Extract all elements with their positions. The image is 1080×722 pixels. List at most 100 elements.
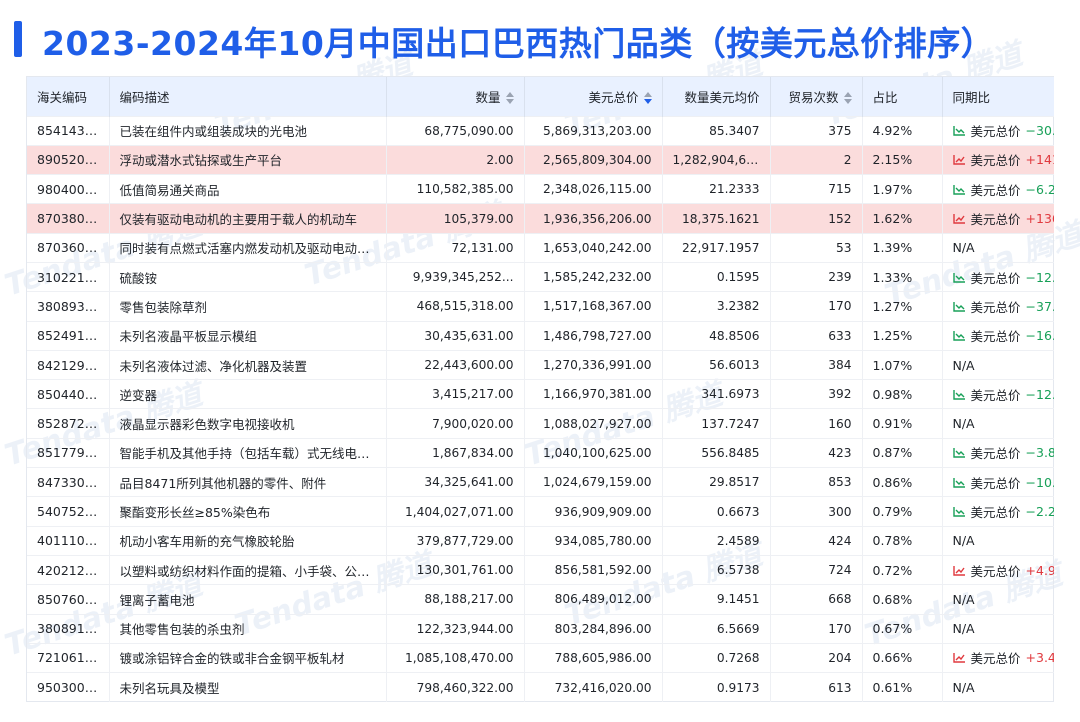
cell-avg-price: 2.4589 (662, 525, 771, 556)
cell-code: 85177930 (27, 437, 110, 468)
cell-yoy: N/A (942, 349, 1054, 380)
yoy-indicator: 美元总价−3.83% (952, 443, 1054, 462)
cell-qty: 110,582,385.00 (386, 174, 525, 204)
yoy-indicator: 美元总价−37.84% (952, 297, 1054, 316)
cell-desc: 已装在组件内或组装成块的光电池 (109, 115, 387, 146)
cell-share: 0.87% (862, 437, 943, 468)
cell-trades: 613 (770, 672, 863, 702)
cell-code: 31022100 (27, 261, 110, 292)
yoy-na: N/A (952, 533, 975, 549)
trend-up-chart-icon (952, 154, 966, 166)
sort-desc-icon[interactable] (643, 92, 652, 105)
cell-yoy: N/A (942, 408, 1054, 439)
table-row[interactable]: 85414300 已装在组件内或组装成块的光电池 68,775,090.00 5,86… (27, 115, 1054, 146)
cell-avg-price: 137.7247 (662, 408, 771, 439)
table-row[interactable]: 38089311 零售包装除草剂 468,515,318.00 1,517,168,3… (27, 291, 1054, 322)
table-row[interactable]: 31022100 硫酸铵 9,939,345,252... 1,585,242,232… (27, 261, 1054, 292)
table-row[interactable]: 84212990 未列名液体过滤、净化机器及装置 22,443,600.00 1,27… (27, 349, 1054, 380)
cell-usd-total: 732,416,020.00 (524, 672, 663, 702)
cell-qty: 798,460,322.00 (386, 672, 525, 702)
table-row[interactable]: 87036023 同时装有点燃式活塞内燃发动机及驱动电动机... 72,131.00… (27, 232, 1054, 263)
yoy-indicator: 美元总价 −2.29% (952, 502, 1054, 521)
yoy-value: −10.73% (1025, 474, 1054, 490)
cell-usd-total: 936,909,909.00 (524, 496, 663, 527)
cell-code: 84212990 (27, 349, 110, 380)
table-row[interactable]: 95030089 未列名玩具及模型 798,460,322.00 732,416,02… (27, 672, 1054, 702)
table-row[interactable]: 85287222 液晶显示器彩色数字电视接收机 7,900,020.00 1,088,… (27, 408, 1054, 439)
cell-yoy: 美元总价−12.57% (942, 261, 1054, 292)
cell-usd-total: 1,270,336,991.00 (524, 349, 663, 380)
cell-qty: 1,404,027,071.00 (386, 496, 525, 527)
cell-avg-price: 56.6013 (662, 349, 771, 380)
yoy-label: 美元总价 (970, 505, 1021, 520)
table-row[interactable]: 85177930 智能手机及其他手持（包括车载）式无线电话... 1,867,834… (27, 437, 1054, 468)
cell-usd-total: 1,585,242,232.00 (524, 261, 663, 292)
table-row[interactable]: 87038000 仅装有驱动电动机的主要用于载人的机动车 105,379.00 1,9… (27, 203, 1054, 234)
cell-share: 1.97% (862, 174, 943, 204)
cell-qty: 7,900,020.00 (386, 408, 525, 439)
yoy-value: +136.98% (1025, 211, 1054, 227)
cell-usd-total: 1,486,798,727.00 (524, 320, 663, 351)
cell-qty: 34,325,641.00 (386, 467, 525, 497)
header-usd-total[interactable]: 美元总价 (524, 77, 663, 116)
table-row[interactable]: 98040000 低值简易通关商品 110,582,385.00 2,348,026,… (27, 174, 1054, 204)
table-row[interactable]: 72106100 镀或涂铝锌合金的铁或非合金钢平板轧材 1,085,108,470.… (27, 642, 1054, 673)
cell-share: 1.07% (862, 349, 943, 380)
cell-share: 1.25% (862, 320, 943, 351)
cell-avg-price: 18,375.1621 (662, 203, 771, 234)
cell-code: 72106100 (27, 642, 110, 673)
cell-trades: 152 (770, 203, 863, 234)
trend-down-chart-icon (952, 477, 966, 488)
header-qty-label: 数量 (475, 89, 501, 105)
cell-yoy: 美元总价−3.83% (942, 437, 1054, 468)
table-row[interactable]: 89052000 浮动或潜水式钻探或生产平台 2.00 2,565,809,304.0… (27, 144, 1054, 175)
cell-avg-price: 85.3407 (662, 115, 771, 146)
table-row[interactable]: 85076000 锂离子蓄电池 88,188,217.00 806,489,012.0… (27, 584, 1054, 615)
cell-usd-total: 1,517,168,367.00 (524, 291, 663, 322)
table-row[interactable]: 85044030 逆变器 3,415,217.00 1,166,970,381.00 3… (27, 379, 1054, 409)
cell-code: 84733090 (27, 467, 110, 497)
yoy-indicator: 美元总价−30.94% (952, 121, 1054, 140)
yoy-na: N/A (952, 416, 975, 432)
table-row[interactable]: 85249190 未列名液晶平板显示模组 30,435,631.00 1,486,79… (27, 320, 1054, 351)
table-row[interactable]: 84733090 品目8471所列其他机器的零件、附件 34,325,641.00 1… (27, 467, 1054, 497)
table-row[interactable]: 42021290 以塑料或纺织材料作面的提箱、小手袋、公文... 130,301,7… (27, 554, 1054, 585)
yoy-indicator: 美元总价−12.57% (952, 268, 1054, 287)
cell-share: 0.68% (862, 584, 943, 615)
cell-share: 1.27% (862, 291, 943, 322)
cell-usd-total: 803,284,896.00 (524, 613, 663, 644)
cell-yoy: 美元总价−37.84% (942, 291, 1054, 322)
cell-share: 0.67% (862, 613, 943, 644)
cell-desc: 聚酯变形长丝≥85%染色布 (109, 496, 387, 527)
yoy-na: N/A (952, 621, 975, 637)
cell-avg-price: 1,282,904,65... (662, 144, 771, 175)
yoy-label: 美元总价 (970, 212, 1021, 228)
sort-icon[interactable] (505, 92, 514, 105)
cell-trades: 423 (770, 437, 863, 468)
cell-code: 85414300 (27, 115, 110, 146)
table-row[interactable]: 38089119 其他零售包装的杀虫剂 122,323,944.00 803,284,… (27, 613, 1054, 644)
yoy-indicator: 美元总价+141.01% (952, 150, 1054, 169)
header-qty[interactable]: 数量 (386, 77, 525, 116)
cell-yoy: 美元总价−12.53% (942, 379, 1054, 409)
header-yoy: 同期比 (942, 77, 1054, 116)
cell-desc: 以塑料或纺织材料作面的提箱、小手袋、公文... (109, 554, 387, 585)
yoy-indicator: 美元总价−16.92% (952, 326, 1054, 345)
cell-trades: 424 (770, 525, 863, 556)
cell-avg-price: 556.8485 (662, 437, 771, 468)
yoy-label: 美元总价 (970, 270, 1021, 286)
cell-avg-price: 3.2382 (662, 291, 771, 322)
cell-trades: 668 (770, 584, 863, 615)
cell-code: 38089119 (27, 613, 110, 644)
cell-share: 4.92% (862, 115, 943, 146)
page-title: 2023-2024年10月中国出口巴西热门品类（按美元总价排序） (42, 24, 995, 63)
cell-yoy: 美元总价−6.23% (942, 174, 1054, 204)
cell-usd-total: 1,653,040,242.00 (524, 232, 663, 263)
cell-yoy: N/A (942, 525, 1054, 556)
header-trades[interactable]: 贸易次数 (770, 77, 863, 116)
table-row[interactable]: 54075200 聚酯变形长丝≥85%染色布 1,404,027,071.00 936… (27, 496, 1054, 527)
cell-avg-price: 48.8506 (662, 320, 771, 351)
table-row[interactable]: 40111000 机动小客车用新的充气橡胶轮胎 379,877,729.00 934,… (27, 525, 1054, 556)
cell-yoy: 美元总价+141.01% (942, 144, 1054, 175)
sort-icon[interactable] (843, 92, 852, 105)
